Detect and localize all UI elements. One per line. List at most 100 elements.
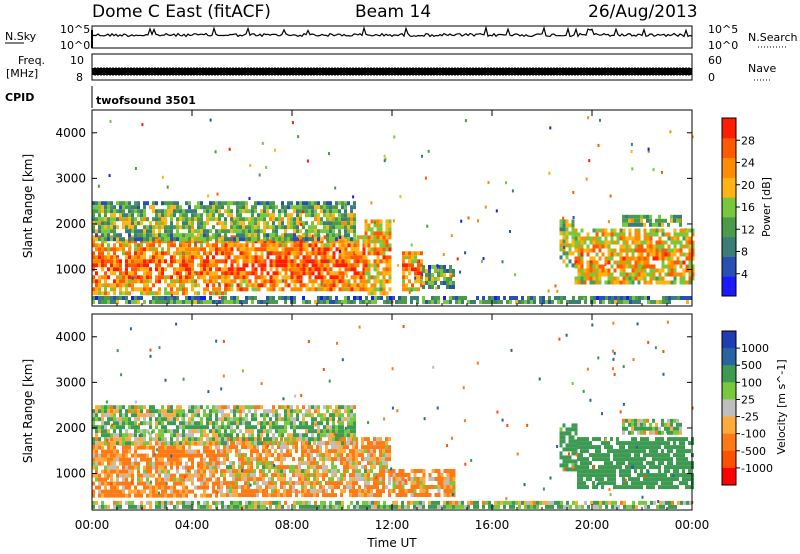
echo-cell bbox=[200, 421, 203, 426]
echo-cell bbox=[116, 421, 119, 426]
echo-cell bbox=[428, 477, 432, 481]
echo-cell bbox=[562, 259, 566, 264]
echo-cell bbox=[125, 279, 128, 284]
echo-cell bbox=[101, 425, 104, 430]
echo-cell bbox=[307, 493, 310, 498]
echo-cell bbox=[113, 283, 116, 288]
echo-cell bbox=[311, 243, 315, 248]
echo-cell bbox=[263, 441, 266, 446]
echo-cell bbox=[299, 229, 302, 234]
echo-cell bbox=[200, 263, 203, 268]
echo-cell bbox=[281, 233, 284, 238]
echo-cell bbox=[268, 465, 271, 470]
echo-cell bbox=[628, 280, 632, 285]
echo-cell bbox=[634, 218, 637, 223]
echo-cell bbox=[209, 461, 212, 466]
echo-cell bbox=[185, 247, 188, 252]
echo-cell bbox=[212, 485, 215, 490]
echo-cell bbox=[277, 457, 280, 462]
echo-cell bbox=[152, 489, 155, 494]
echo-cell bbox=[389, 489, 393, 493]
echo-cell bbox=[335, 205, 338, 210]
echo-cell bbox=[347, 201, 350, 206]
echo-cell bbox=[110, 229, 113, 234]
echo-cell bbox=[140, 291, 143, 296]
echo-cell bbox=[296, 279, 300, 284]
echo-cell bbox=[353, 205, 356, 210]
echo-cell bbox=[637, 218, 640, 223]
echo-cell bbox=[332, 271, 336, 276]
echo-cell bbox=[341, 213, 344, 218]
echo-cell bbox=[688, 244, 692, 249]
echo-cell bbox=[125, 429, 128, 434]
echo-cell bbox=[305, 205, 308, 210]
echo-cell bbox=[223, 445, 226, 450]
echo-cell bbox=[317, 217, 320, 222]
echo-cell bbox=[250, 449, 253, 454]
echo-cell bbox=[101, 481, 104, 486]
echo-cell bbox=[245, 209, 248, 214]
echo-cell bbox=[411, 263, 414, 268]
echo-cell bbox=[191, 429, 194, 434]
echo-cell bbox=[254, 267, 258, 272]
echo-cell bbox=[665, 296, 668, 300]
echo-cell bbox=[349, 449, 352, 454]
echo-cell bbox=[92, 201, 95, 206]
echo-cell bbox=[580, 272, 584, 277]
echo-cell bbox=[161, 271, 164, 276]
echo-cell bbox=[206, 283, 209, 288]
echo-cell bbox=[335, 279, 339, 284]
echo-cell bbox=[227, 243, 231, 248]
echo-cell bbox=[346, 274, 348, 278]
echo-cell bbox=[419, 489, 423, 493]
echo-cell bbox=[329, 225, 332, 230]
echo-cell bbox=[134, 263, 137, 268]
echo-cell bbox=[610, 280, 614, 285]
echo-cell bbox=[233, 217, 236, 222]
echo-cell bbox=[197, 296, 200, 300]
echo-cell bbox=[143, 485, 146, 490]
echo-cell bbox=[494, 300, 497, 304]
echo-cell bbox=[131, 255, 134, 260]
echo-cell bbox=[425, 485, 429, 489]
echo-cell bbox=[95, 263, 98, 268]
echo-cell bbox=[565, 231, 569, 236]
echo-cell bbox=[182, 213, 185, 218]
echo-cell bbox=[359, 271, 363, 276]
echo-cell bbox=[254, 239, 258, 244]
echo-cell bbox=[104, 233, 107, 238]
echo-cell bbox=[128, 271, 131, 276]
echo-cell bbox=[287, 237, 290, 242]
power-colorbar-swatches bbox=[722, 118, 736, 297]
echo-cell bbox=[197, 283, 200, 288]
echo-cell bbox=[565, 251, 569, 256]
echo-cell bbox=[356, 287, 360, 292]
echo-cell bbox=[185, 300, 188, 304]
echo-cell bbox=[287, 201, 290, 206]
echo-cell bbox=[620, 300, 623, 304]
echo-cell bbox=[308, 205, 311, 210]
echo-cell bbox=[405, 287, 408, 292]
echo-cell bbox=[580, 236, 584, 241]
echo-cell bbox=[401, 300, 404, 304]
echo-cell bbox=[664, 240, 668, 245]
echo-cell bbox=[98, 457, 101, 462]
echo-cell bbox=[161, 259, 164, 264]
echo-cell bbox=[179, 205, 182, 210]
echo-cell bbox=[685, 268, 689, 273]
echo-cell bbox=[203, 489, 206, 494]
echo-cell bbox=[206, 271, 209, 276]
echo-cell bbox=[341, 239, 345, 244]
echo-cell bbox=[125, 441, 128, 446]
echo-cell bbox=[364, 267, 368, 272]
echo-cell bbox=[230, 433, 233, 438]
echo-cell bbox=[422, 265, 425, 269]
echo-cell bbox=[209, 251, 212, 256]
echo-cell bbox=[307, 457, 310, 462]
echo-cell bbox=[625, 240, 629, 245]
echo-cell bbox=[373, 473, 376, 478]
echo-cell bbox=[161, 493, 164, 498]
echo-cell bbox=[459, 270, 462, 274]
echo-cell bbox=[316, 489, 319, 494]
echo-cell bbox=[367, 457, 370, 462]
